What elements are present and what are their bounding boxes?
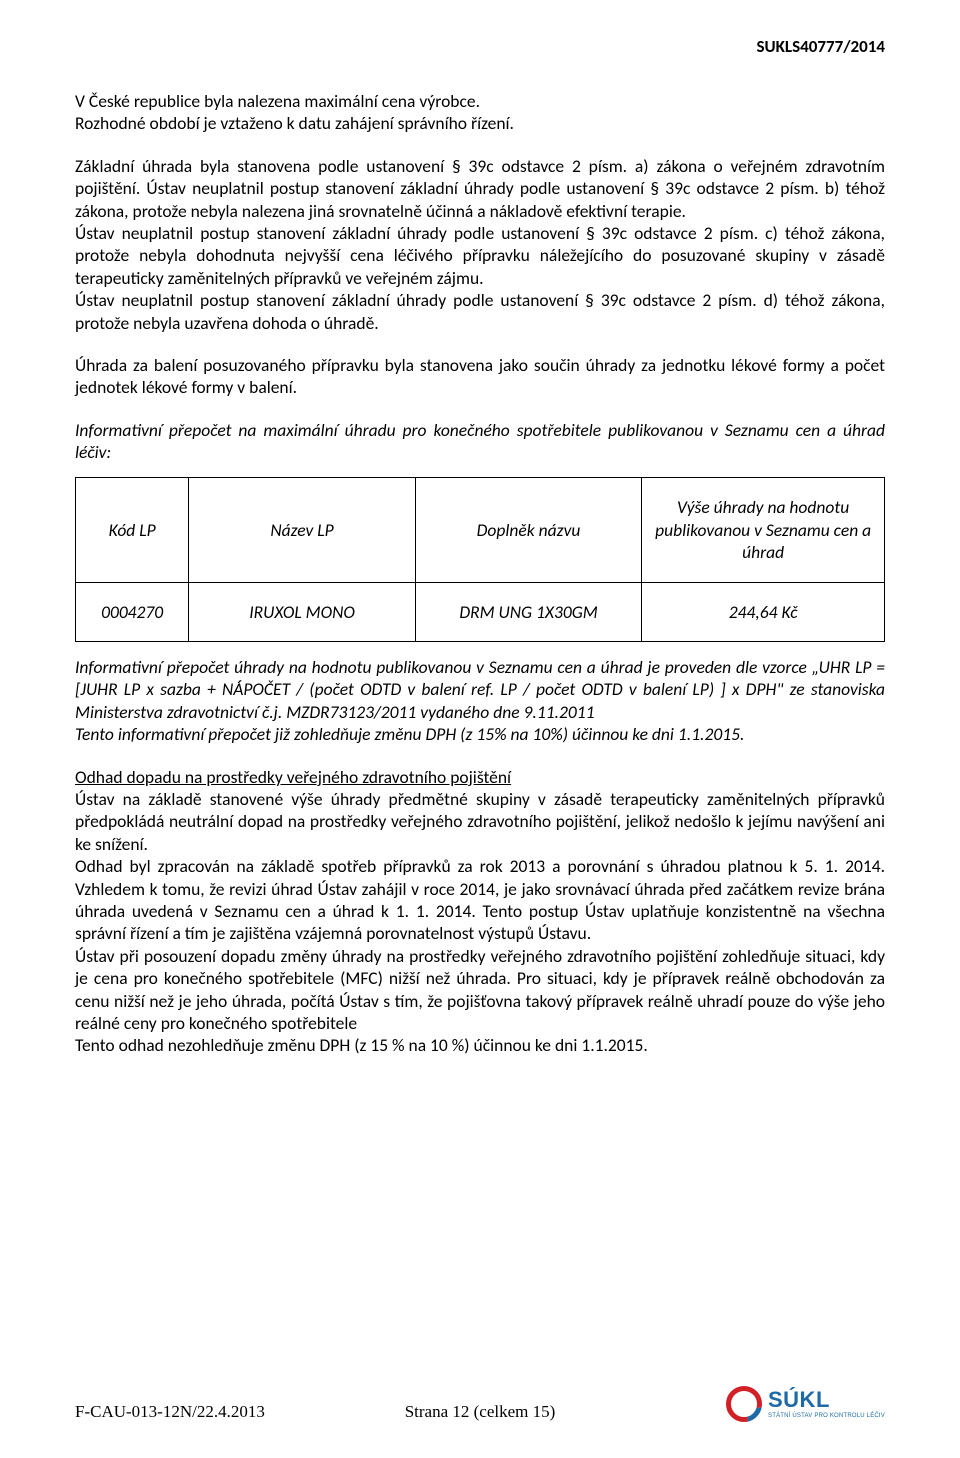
logo-text: SÚKL — [768, 1389, 885, 1411]
paragraph: Rozhodné období je vztaženo k datu zaháj… — [75, 112, 885, 134]
page: SUKLS40777/2014 V České republice byla n… — [0, 0, 960, 1458]
paragraph-italic: Informativní přepočet úhrady na hodnotu … — [75, 656, 885, 723]
paragraph: Základní úhrada byla stanovena podle ust… — [75, 155, 885, 222]
cell-nazev: IRUXOL MONO — [189, 582, 416, 641]
table-header-row: Kód LP Název LP Doplněk názvu Výše úhrad… — [76, 478, 885, 582]
paragraph: V České republice byla nalezena maximáln… — [75, 90, 885, 112]
header-doc-code: SUKLS40777/2014 — [756, 36, 885, 57]
pricing-table: Kód LP Název LP Doplněk názvu Výše úhrad… — [75, 477, 885, 642]
paragraph: Ústav neuplatnil postup stanovení základ… — [75, 289, 885, 334]
col-header-doplnek: Doplněk názvu — [415, 478, 642, 582]
paragraph: Ústav při posouzení dopadu změny úhrady … — [75, 945, 885, 1035]
col-header-vyse: Výše úhrady na hodnotu publikovanou v Se… — [642, 478, 885, 582]
paragraph: Úhrada za balení posuzovaného přípravku … — [75, 354, 885, 399]
paragraph: Odhad byl zpracován na základě spotřeb p… — [75, 855, 885, 945]
paragraph: Ústav na základě stanovené výše úhrady p… — [75, 788, 885, 855]
paragraph: Tento odhad nezohledňuje změnu DPH (z 15… — [75, 1034, 885, 1056]
logo-subtext: STÁTNÍ ÚSTAV PRO KONTROLU LÉČIV — [768, 1413, 885, 1419]
table-row: 0004270 IRUXOL MONO DRM UNG 1X30GM 244,6… — [76, 582, 885, 641]
cell-vyse: 244,64 Kč — [642, 582, 885, 641]
document-body: V České republice byla nalezena maximáln… — [75, 90, 885, 1057]
paragraph-italic: Tento informativní přepočet již zohledňu… — [75, 723, 885, 745]
logo-text-block: SÚKL STÁTNÍ ÚSTAV PRO KONTROLU LÉČIV — [768, 1389, 885, 1419]
page-footer: F-CAU-013-12N/22.4.2013 Strana 12 (celke… — [75, 1386, 885, 1422]
cell-doplnek: DRM UNG 1X30GM — [415, 582, 642, 641]
cell-kod: 0004270 — [76, 582, 189, 641]
footer-page-number: Strana 12 (celkem 15) — [405, 1402, 556, 1422]
paragraph-italic: Informativní přepočet na maximální úhrad… — [75, 419, 885, 464]
col-header-kod: Kód LP — [76, 478, 189, 582]
sukl-logo: SÚKL STÁTNÍ ÚSTAV PRO KONTROLU LÉČIV — [726, 1386, 885, 1422]
section-heading: Odhad dopadu na prostředky veřejného zdr… — [75, 766, 511, 788]
logo-mark-icon — [726, 1386, 762, 1422]
col-header-nazev: Název LP — [189, 478, 416, 582]
paragraph: Ústav neuplatnil postup stanovení základ… — [75, 222, 885, 289]
footer-left: F-CAU-013-12N/22.4.2013 — [75, 1402, 265, 1422]
